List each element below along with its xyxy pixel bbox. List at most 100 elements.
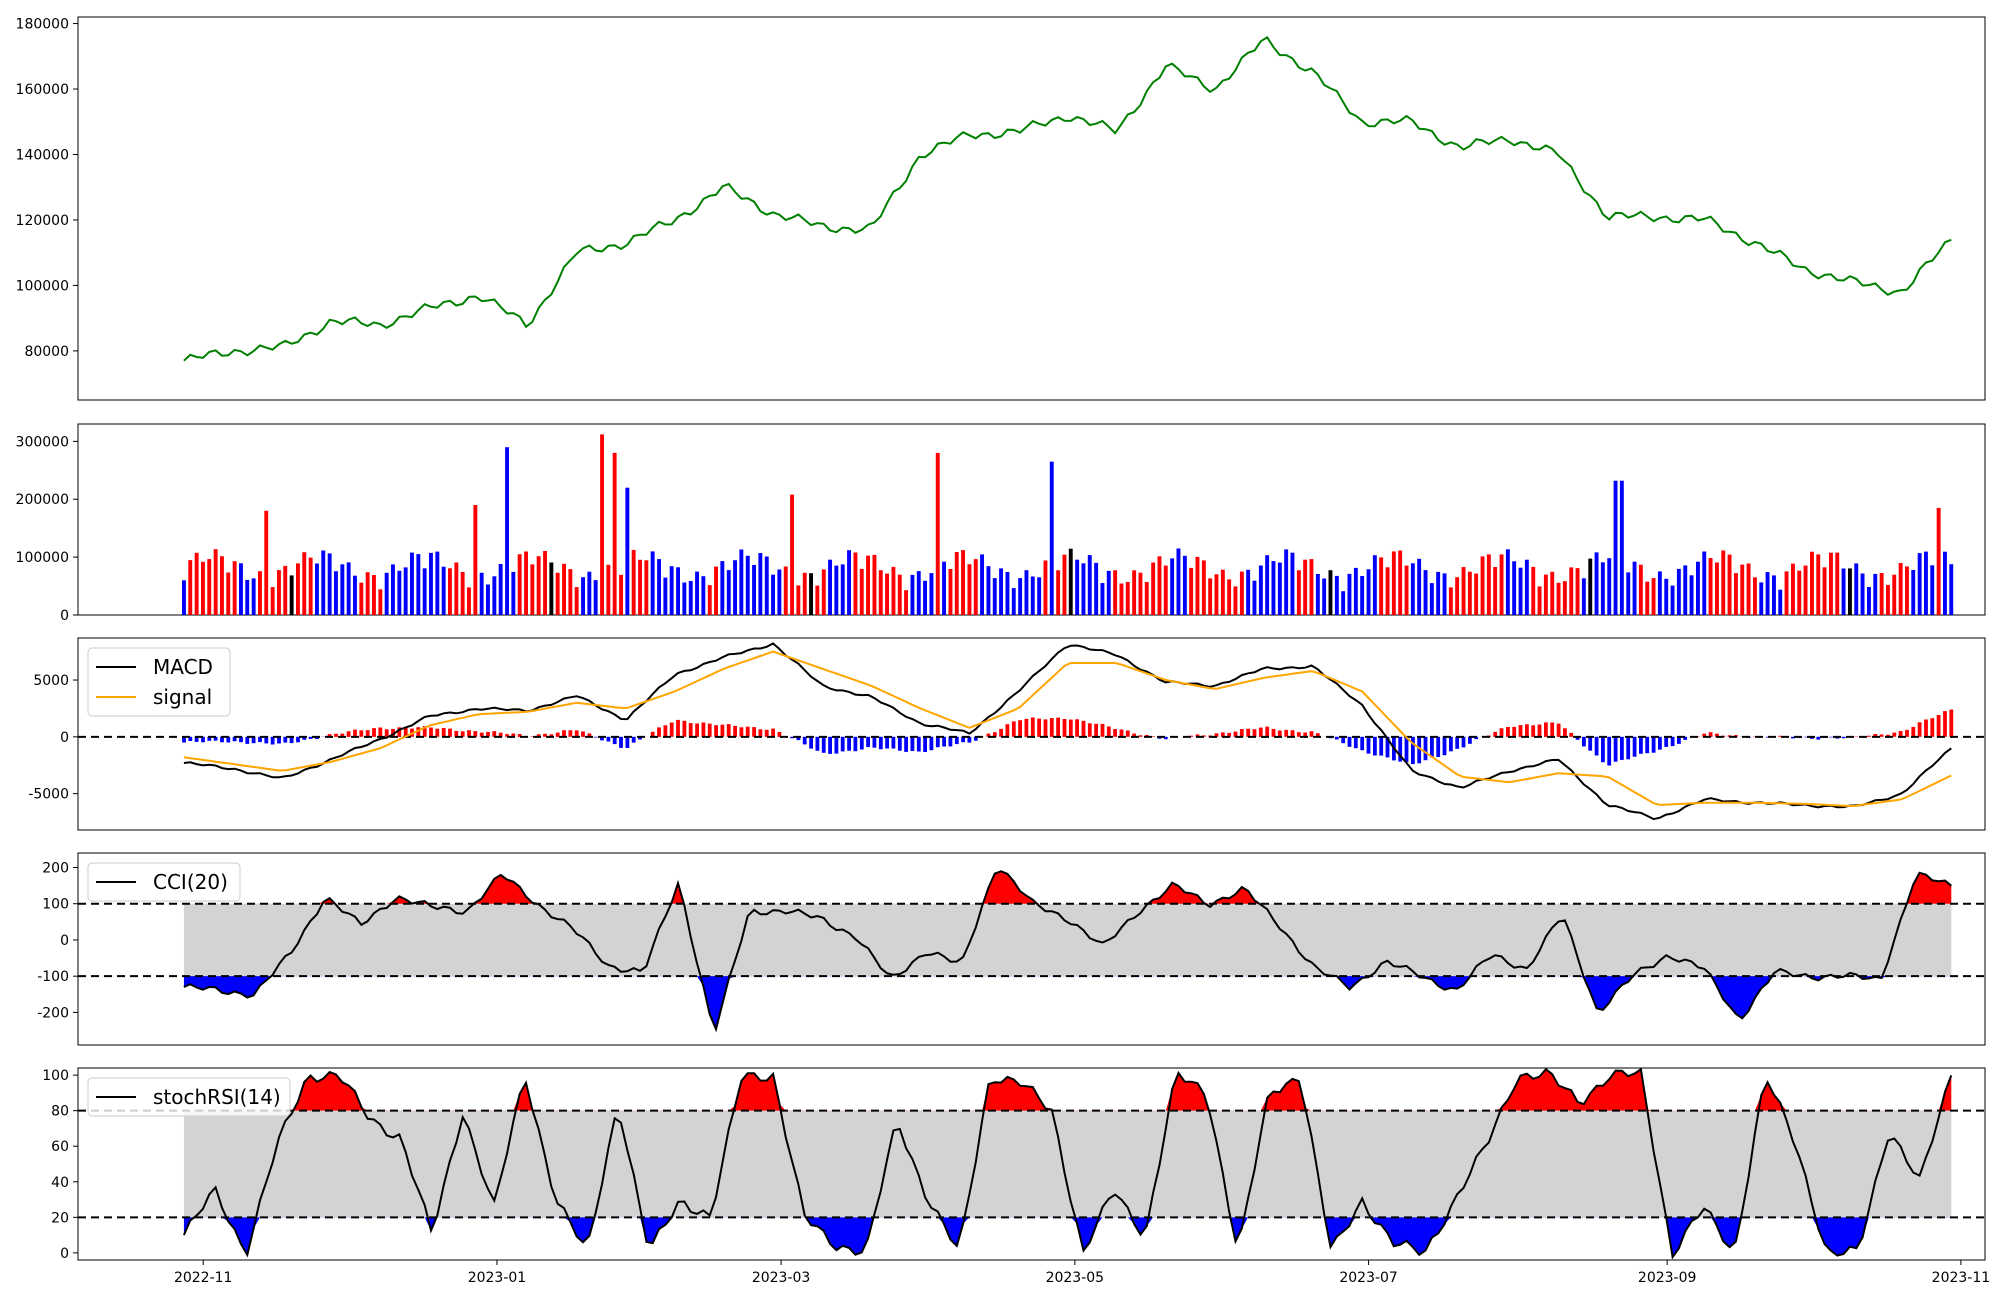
macd-histogram-bar	[1911, 726, 1916, 737]
volume-bar	[188, 560, 193, 615]
volume-bar	[530, 564, 535, 615]
volume-bar	[334, 571, 338, 615]
macd-histogram-bar	[764, 729, 769, 737]
macd-histogram-bar	[1936, 715, 1941, 737]
volume-bar	[1879, 573, 1884, 615]
volume-bar	[359, 582, 364, 615]
macd-histogram-bar	[866, 736, 870, 748]
volume-bar	[1018, 578, 1023, 615]
macd-histogram-bar	[264, 736, 269, 744]
volume-bar	[885, 573, 889, 615]
volume-bar	[1518, 567, 1523, 615]
volume-bar	[1917, 553, 1922, 615]
volume-bar	[1645, 581, 1650, 615]
macd-histogram-bar	[1265, 726, 1270, 737]
macd-histogram-bar	[745, 726, 750, 737]
volume-bar	[207, 559, 212, 615]
volume-bar	[1829, 552, 1833, 615]
volume-bar	[1543, 574, 1548, 615]
macd-histogram-bar	[733, 725, 737, 737]
macd-histogram-bar	[1366, 736, 1371, 754]
volume-bar	[1537, 586, 1542, 615]
macd-histogram-bar	[251, 736, 256, 744]
volume-bar	[682, 582, 687, 615]
volume-bar	[1816, 554, 1821, 615]
volume-bar	[910, 574, 915, 615]
volume-bar	[454, 562, 459, 615]
volume-bar	[327, 553, 332, 615]
volume-bar	[308, 557, 313, 615]
cci-legend: CCI(20)	[87, 862, 241, 902]
macd-histogram-bar	[239, 736, 243, 743]
volume-bar	[638, 559, 642, 615]
volume-bar	[251, 578, 256, 615]
volume-bar	[1765, 572, 1770, 615]
volume-bar	[403, 567, 408, 615]
macd-histogram-bar	[796, 736, 801, 741]
volume-bar	[1848, 568, 1852, 615]
macd-histogram-bar	[327, 734, 332, 737]
macd-histogram-bar	[296, 736, 300, 743]
volume-bar	[492, 576, 497, 615]
macd-histogram-bar	[378, 727, 383, 737]
macd-histogram-bar	[1544, 722, 1548, 737]
y-tick-label: 20	[51, 1210, 69, 1226]
macd-histogram-bar	[688, 723, 693, 737]
volume-bar	[1138, 572, 1143, 615]
macd-histogram-bar	[1081, 720, 1086, 737]
macd-histogram-bar	[840, 736, 845, 752]
macd-histogram-bar	[1125, 730, 1130, 737]
volume-bar	[619, 574, 623, 615]
macd-histogram-bar	[1106, 726, 1111, 737]
macd-histogram-bar	[1005, 724, 1010, 737]
macd-histogram-bar	[1068, 719, 1073, 737]
volume-bar	[1638, 564, 1643, 615]
volume-bar	[1676, 568, 1681, 615]
volume-bar	[1265, 555, 1270, 615]
macd-histogram-bar	[1360, 736, 1365, 751]
macd-histogram-bar	[283, 736, 288, 743]
volume-bar	[961, 550, 965, 615]
volume-bar	[562, 563, 566, 615]
cci-line	[183, 870, 1952, 1033]
macd-histogram-bar	[872, 736, 877, 748]
macd-histogram-bar	[878, 736, 883, 750]
macd-histogram-bar	[1702, 733, 1707, 737]
macd-histogram-bar	[1239, 729, 1244, 737]
volume-bar	[1189, 567, 1194, 615]
volume-bar	[771, 574, 775, 615]
macd-histogram-bar	[992, 732, 997, 737]
volume-bar	[1797, 570, 1802, 615]
volume-bar	[1442, 573, 1447, 615]
macd-histogram-bar	[536, 734, 541, 737]
macd-histogram-bar	[1582, 736, 1586, 747]
volume-bar	[315, 563, 319, 615]
volume-bar	[1030, 576, 1035, 615]
macd-histogram-bar	[1461, 736, 1466, 748]
macd-histogram-bar	[1315, 733, 1320, 737]
volume-bar	[1892, 574, 1897, 615]
volume-bar	[758, 553, 763, 615]
volume-bar	[847, 550, 851, 615]
volume-bar	[853, 552, 858, 615]
y-tick-label: 80000	[24, 344, 69, 360]
legend-box	[87, 1077, 291, 1117]
macd-histogram-bar	[853, 736, 858, 752]
volume-bar	[1075, 559, 1080, 615]
volume-bar	[809, 573, 813, 615]
macd-histogram-bar	[1094, 723, 1098, 737]
volume-bar	[1429, 583, 1434, 615]
volume-bar	[935, 452, 940, 615]
legend-box	[87, 862, 241, 902]
volume-bar	[1715, 562, 1719, 615]
volume-bar	[1562, 581, 1567, 615]
macd-histogram-bar	[1791, 736, 1795, 739]
macd-histogram-bar	[1334, 736, 1339, 740]
macd-histogram-bar	[1829, 736, 1833, 738]
volume-bar	[574, 587, 579, 615]
volume-bar	[296, 563, 300, 615]
volume-bar	[587, 571, 592, 615]
volume-bar	[923, 580, 927, 615]
macd-histogram-bar	[1525, 724, 1529, 737]
macd-histogram-bar	[815, 736, 820, 751]
